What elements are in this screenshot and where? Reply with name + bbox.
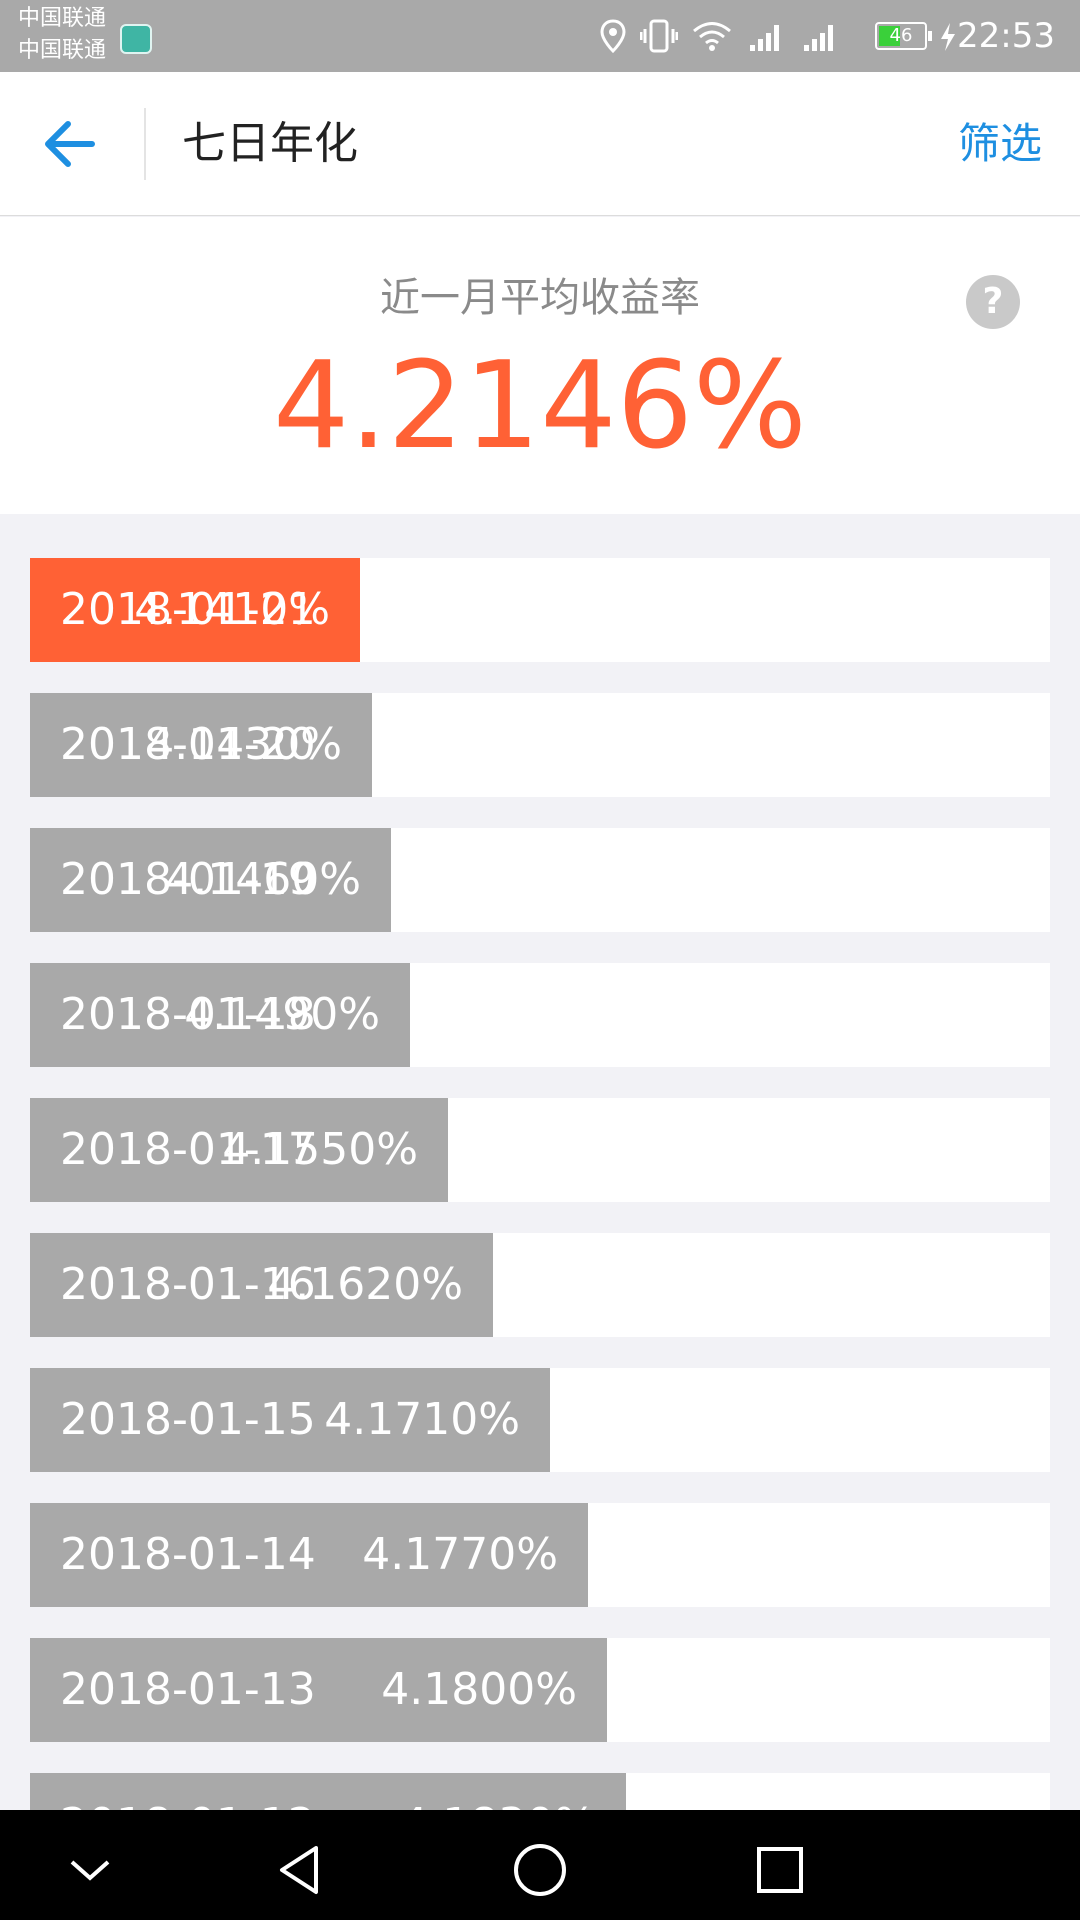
rate-date: 2018-01-14: [60, 1529, 316, 1580]
carrier-label-2: 中国联通: [18, 38, 107, 63]
filter-button[interactable]: 筛选: [957, 119, 1042, 168]
recents-nav-button[interactable]: [750, 1840, 810, 1900]
rate-value: 4.1800%: [381, 1664, 577, 1715]
signal-2g-icon: [804, 25, 833, 51]
app-notification-icon: [120, 24, 152, 54]
app-header: 七日年化 筛选: [0, 72, 1080, 216]
charging-icon: [941, 23, 955, 51]
rate-row[interactable]: 2018-01-16 4.1620%: [30, 1233, 1050, 1337]
rate-value: 4.1490%: [184, 989, 380, 1040]
rate-list[interactable]: 2018-01-21 4.1410% 2018-01-20 4.1430% 2018-0…: [30, 558, 1050, 1810]
rate-row[interactable]: 2018-01-12 4.1830%: [30, 1773, 1050, 1810]
signal-4g-icon: [750, 25, 779, 51]
rate-bar: [30, 693, 372, 797]
rate-row[interactable]: 2018-01-14 4.1770%: [30, 1503, 1050, 1607]
rate-value: 4.1770%: [362, 1529, 558, 1580]
page-title: 七日年化: [182, 118, 358, 169]
header-divider: [144, 108, 146, 180]
home-circle-icon: [514, 1844, 566, 1896]
back-nav-button[interactable]: [270, 1840, 330, 1900]
rate-row[interactable]: 2018-01-19 4.1460%: [30, 828, 1050, 932]
battery-icon: 46: [875, 22, 932, 50]
rate-value: 4.1550%: [222, 1124, 418, 1175]
rate-bar: [30, 558, 360, 662]
rate-bar: [30, 1638, 607, 1742]
rate-value: 4.1710%: [324, 1394, 520, 1445]
rate-row[interactable]: 2018-01-18 4.1490%: [30, 963, 1050, 1067]
status-icons: [600, 18, 840, 54]
rate-date: 2018-01-12: [60, 1773, 316, 1810]
rate-value: 4.1410%: [134, 584, 330, 635]
chevron-down-icon: [70, 1860, 110, 1881]
rate-value: 4.1460%: [165, 854, 361, 905]
clock: 22:53: [957, 16, 1055, 56]
rate-bar: [30, 828, 391, 932]
chevron-down-button[interactable]: [60, 1840, 120, 1900]
rate-bar: [30, 963, 410, 1067]
rate-bar: [30, 1773, 626, 1810]
rate-bar: [30, 1098, 448, 1202]
rate-date: 2018-01-17: [60, 1124, 316, 1175]
rate-row[interactable]: 2018-01-15 4.1710%: [30, 1368, 1050, 1472]
rate-date: 2018-01-16: [60, 1259, 316, 1310]
rate-row[interactable]: 2018-01-20 4.1430%: [30, 693, 1050, 797]
wifi-icon: [693, 22, 731, 51]
rate-row[interactable]: 2018-01-17 4.1550%: [30, 1098, 1050, 1202]
back-triangle-icon: [280, 1846, 318, 1894]
rate-date: 2018-01-15: [60, 1394, 316, 1445]
rate-date: 2018-01-18: [60, 989, 316, 1040]
summary-panel: 近一月平均收益率 ? 4.2146%: [0, 217, 1080, 514]
rate-row[interactable]: 2018-01-21 4.1410%: [30, 558, 1050, 662]
rate-bar: [30, 1233, 493, 1337]
recents-square-icon: [757, 1847, 803, 1893]
rate-date: 2018-01-19: [60, 854, 316, 905]
help-icon[interactable]: ?: [966, 275, 1020, 329]
system-nav-bar: [0, 1810, 1080, 1920]
home-nav-button[interactable]: [510, 1840, 570, 1900]
battery-level: 46: [889, 25, 913, 46]
back-button[interactable]: [40, 116, 100, 172]
rate-value: 4.1430%: [146, 719, 342, 770]
rate-row[interactable]: 2018-01-13 4.1800%: [30, 1638, 1050, 1742]
arrow-left-icon: [45, 121, 95, 167]
rate-date: 2018-01-21: [60, 584, 316, 635]
status-bar: 中国联通 中国联通 46 22:53: [0, 0, 1080, 72]
rate-bar: [30, 1368, 550, 1472]
rate-date: 2018-01-20: [60, 719, 316, 770]
rate-value: 4.1830%: [400, 1773, 596, 1810]
average-yield-label: 近一月平均收益率: [380, 275, 700, 321]
average-yield-value: 4.2146%: [273, 337, 807, 476]
vibrate-icon: [640, 19, 678, 53]
rate-value: 4.1620%: [267, 1259, 463, 1310]
carrier-label-1: 中国联通: [18, 6, 107, 31]
location-icon: [600, 19, 626, 53]
rate-bar: [30, 1503, 588, 1607]
rate-date: 2018-01-13: [60, 1664, 316, 1715]
